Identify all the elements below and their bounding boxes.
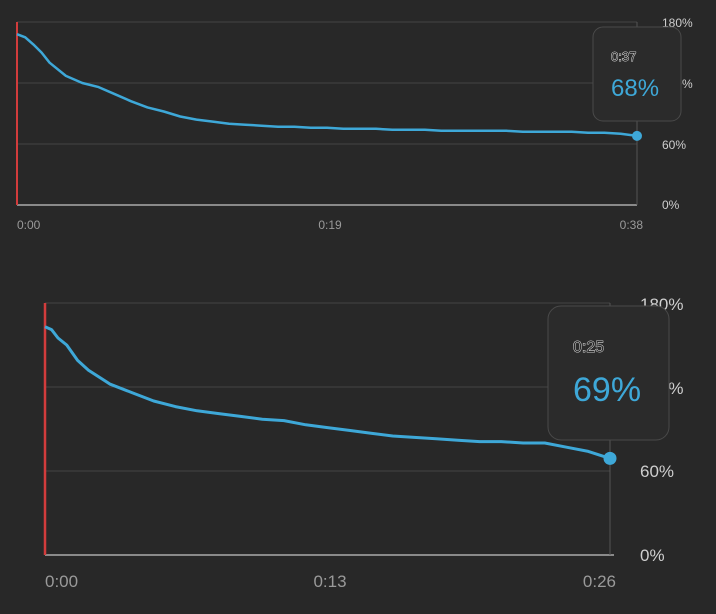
chart-2-ytick-60: 60% (640, 462, 674, 481)
chart-1-tooltip-time: 0:37 (611, 49, 636, 64)
chart-2-tooltip-value: 69% (573, 371, 641, 409)
chart-2-ytick-0: 0% (640, 546, 665, 565)
chart-1-tooltip: 0:37 68% (592, 26, 682, 122)
chart-1-endpoint-dot[interactable] (632, 130, 642, 141)
chart-2-tooltip-box (547, 305, 670, 441)
chart-1-tooltip-box (592, 26, 682, 122)
chart-1: 180% 120% 60% 0% 0:00 0:19 0:38 0:37 68% (16, 16, 693, 232)
chart-2-endpoint-dot[interactable] (603, 451, 617, 465)
chart-2: 180% 120% 60% 0% 0:00 0:13 0:26 0:25 69% (43, 295, 683, 591)
chart-2-xtick-end: 0:26 (583, 572, 616, 591)
chart-1-ytick-60: 60% (662, 138, 686, 152)
chart-2-xtick-start: 0:00 (45, 572, 78, 591)
chart-1-ytick-0: 0% (662, 198, 680, 212)
chart-1-tooltip-value: 68% (611, 75, 659, 102)
chart-2-tooltip: 0:25 69% (547, 305, 670, 441)
chart-1-xtick-start: 0:00 (17, 218, 41, 232)
chart-1-xtick-end: 0:38 (620, 218, 644, 232)
chart-1-series-line (16, 33, 638, 138)
chart-2-series-line (44, 325, 611, 460)
chart-1-xtick-mid: 0:19 (318, 218, 342, 232)
chart-2-xtick-mid: 0:13 (313, 572, 346, 591)
chart-2-tooltip-time: 0:25 (573, 339, 604, 356)
